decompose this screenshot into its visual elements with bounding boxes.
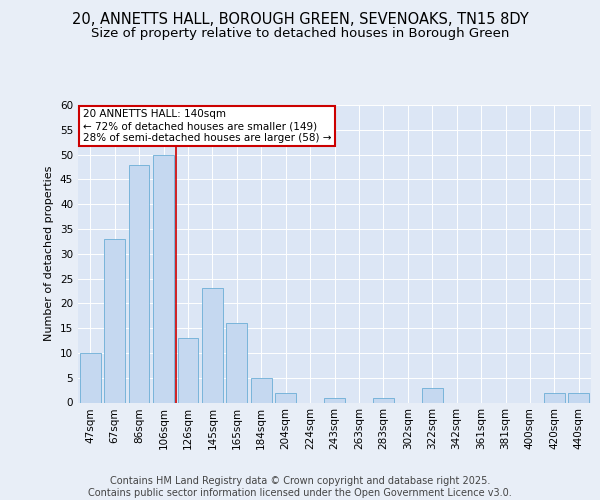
Bar — [568, 392, 589, 402]
Bar — [80, 353, 101, 403]
Bar — [104, 239, 125, 402]
Bar — [226, 323, 247, 402]
Bar — [373, 398, 394, 402]
Text: Contains HM Land Registry data © Crown copyright and database right 2025.
Contai: Contains HM Land Registry data © Crown c… — [88, 476, 512, 498]
Y-axis label: Number of detached properties: Number of detached properties — [44, 166, 55, 342]
Text: Size of property relative to detached houses in Borough Green: Size of property relative to detached ho… — [91, 28, 509, 40]
Bar — [128, 164, 149, 402]
Bar — [275, 392, 296, 402]
Text: 20, ANNETTS HALL, BOROUGH GREEN, SEVENOAKS, TN15 8DY: 20, ANNETTS HALL, BOROUGH GREEN, SEVENOA… — [71, 12, 529, 28]
Bar — [422, 388, 443, 402]
Bar — [324, 398, 345, 402]
Bar — [544, 392, 565, 402]
Bar — [178, 338, 199, 402]
Text: 20 ANNETTS HALL: 140sqm
← 72% of detached houses are smaller (149)
28% of semi-d: 20 ANNETTS HALL: 140sqm ← 72% of detache… — [83, 110, 332, 142]
Bar — [153, 154, 174, 402]
Bar — [202, 288, 223, 403]
Bar — [251, 378, 272, 402]
